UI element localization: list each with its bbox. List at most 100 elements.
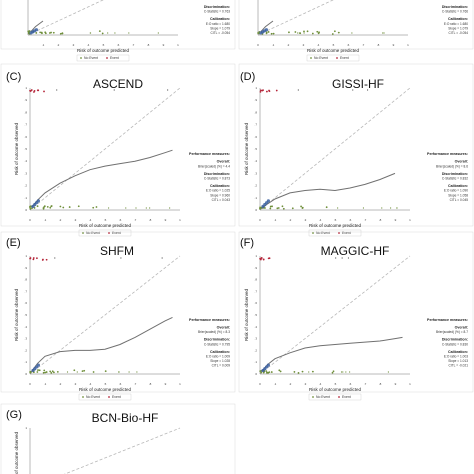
legend-no-event: No Event xyxy=(316,231,330,235)
y-tick-label: .2 xyxy=(254,184,257,188)
performance-measure: E:O ratio = 1.680 xyxy=(206,22,230,26)
calibration-curve xyxy=(30,20,44,32)
no-event-point xyxy=(52,31,55,34)
performance-measure: Calibration: xyxy=(210,350,230,354)
no-event-point xyxy=(396,207,398,209)
no-event-point xyxy=(259,206,261,209)
y-tick-label: 1 xyxy=(255,86,257,90)
performance-measure: Slope = 1.013 xyxy=(448,359,468,363)
y-tick-label: .5 xyxy=(254,313,257,317)
panel-label: (E) xyxy=(6,237,21,249)
no-event-point xyxy=(29,207,32,210)
no-event-point xyxy=(387,371,389,373)
panel-d: (D) GISSI-HF 0 .1 .2 .3 .4 .5 .6 .7 .8 .9 1 0 .1 .2 .3 .4… xyxy=(238,63,474,237)
performance-measure: Performance measures: xyxy=(427,152,468,156)
x-tick-label: .2 xyxy=(57,43,60,47)
y-tick-label: .8 xyxy=(254,110,257,114)
panel-label: (C) xyxy=(6,71,21,83)
no-event-point xyxy=(83,369,86,372)
no-event-point xyxy=(37,369,39,371)
no-event-point xyxy=(332,370,335,373)
x-tick-label: .1 xyxy=(274,218,277,222)
no-event-point xyxy=(36,205,39,208)
performance-measure: Discrimination: xyxy=(204,338,230,342)
x-tick-label: .9 xyxy=(162,43,165,47)
x-tick-label: .7 xyxy=(132,43,135,47)
no-event-point xyxy=(39,31,42,34)
y-axis-label: Risk of outcome observed xyxy=(244,122,249,175)
no-event-point xyxy=(337,207,339,209)
y-tick-label: .1 xyxy=(24,360,27,364)
no-event-point xyxy=(49,370,52,373)
event-point xyxy=(335,257,337,259)
no-event-point xyxy=(38,369,41,372)
no-event-point xyxy=(381,207,383,209)
event-point xyxy=(32,258,35,261)
y-tick-label: 0 xyxy=(255,372,257,376)
performance-measure: Slope = 1.028 xyxy=(210,359,230,363)
no-event-point xyxy=(42,207,45,210)
no-event-point xyxy=(362,207,365,209)
x-tick-label: .1 xyxy=(274,382,277,386)
no-event-point xyxy=(333,30,336,33)
y-tick-label: .2 xyxy=(24,184,27,188)
legend-event-marker xyxy=(338,232,340,234)
y-tick-label: .2 xyxy=(24,348,27,352)
no-event-point xyxy=(260,371,263,374)
no-event-point xyxy=(41,32,43,35)
legend-box xyxy=(308,229,362,237)
x-tick-label: .4 xyxy=(319,382,322,386)
no-event-point xyxy=(66,371,69,373)
no-event-point xyxy=(92,371,95,373)
performance-measure: C-Statistic = 0.763 xyxy=(204,10,230,14)
no-event-point xyxy=(48,32,51,34)
panel-label: (D) xyxy=(240,71,255,83)
y-tick-label: .2 xyxy=(254,348,257,352)
legend-no-event-marker xyxy=(82,232,84,234)
event-point xyxy=(268,257,271,260)
legend-box xyxy=(308,393,362,401)
event-point xyxy=(260,257,263,259)
performance-measure: C-Statistic = 0.832 xyxy=(442,177,468,181)
y-tick-label: .1 xyxy=(24,196,27,200)
event-point xyxy=(261,89,264,92)
no-event-point xyxy=(266,371,269,374)
x-axis-label: Risk of outcome predicted xyxy=(77,48,130,53)
no-event-point xyxy=(300,205,302,208)
event-point xyxy=(113,89,115,91)
no-event-point xyxy=(42,371,45,374)
legend-event: Event xyxy=(342,395,351,399)
performance-measure: Brier(scaled) (%) = 4.4 xyxy=(198,164,230,168)
event-point xyxy=(45,258,48,261)
performance-measure: Slope = 1.058 xyxy=(448,193,468,197)
x-tick-label: .7 xyxy=(364,218,367,222)
no-event-point xyxy=(298,32,301,34)
no-event-point xyxy=(308,371,310,373)
performance-measure: C-Statistic = 0.830 xyxy=(442,342,468,346)
no-event-point xyxy=(271,205,273,208)
no-event-point xyxy=(316,30,319,33)
reference-diagonal xyxy=(63,427,181,474)
event-point xyxy=(30,89,33,91)
no-event-point xyxy=(101,32,104,35)
no-event-point xyxy=(351,32,353,34)
panel-e: (E) SHFM 0 .1 .2 .3 .4 .5 .6 .7 .8 .9 1 0 .1 .2 .3 .4 .5 .6… xyxy=(0,231,236,401)
decile-marker xyxy=(36,363,41,367)
no-event-point xyxy=(118,371,120,373)
event-point xyxy=(56,89,58,91)
no-event-point xyxy=(77,205,80,208)
y-tick-label: 0 xyxy=(25,208,27,212)
no-event-point xyxy=(35,32,38,34)
no-event-point xyxy=(49,206,52,209)
legend-no-event-marker xyxy=(80,57,82,59)
panel-c: (C) ASCEND 0 .1 .2 .3 .4 .5 .6 .7 .8 .9 1 0 .1 .2 .3 .4 .5… xyxy=(0,63,236,237)
y-axis-label: Risk of outcome observed xyxy=(14,288,19,341)
x-tick-label: .8 xyxy=(379,218,382,222)
x-tick-label: .5 xyxy=(104,382,107,386)
y-axis-label: Risk of outcome observed xyxy=(14,431,19,474)
no-event-point xyxy=(265,370,268,373)
x-tick-label: .7 xyxy=(134,218,137,222)
no-event-point xyxy=(104,370,107,373)
performance-measure: Brier(scaled) (%) = 8.6 xyxy=(436,164,468,168)
